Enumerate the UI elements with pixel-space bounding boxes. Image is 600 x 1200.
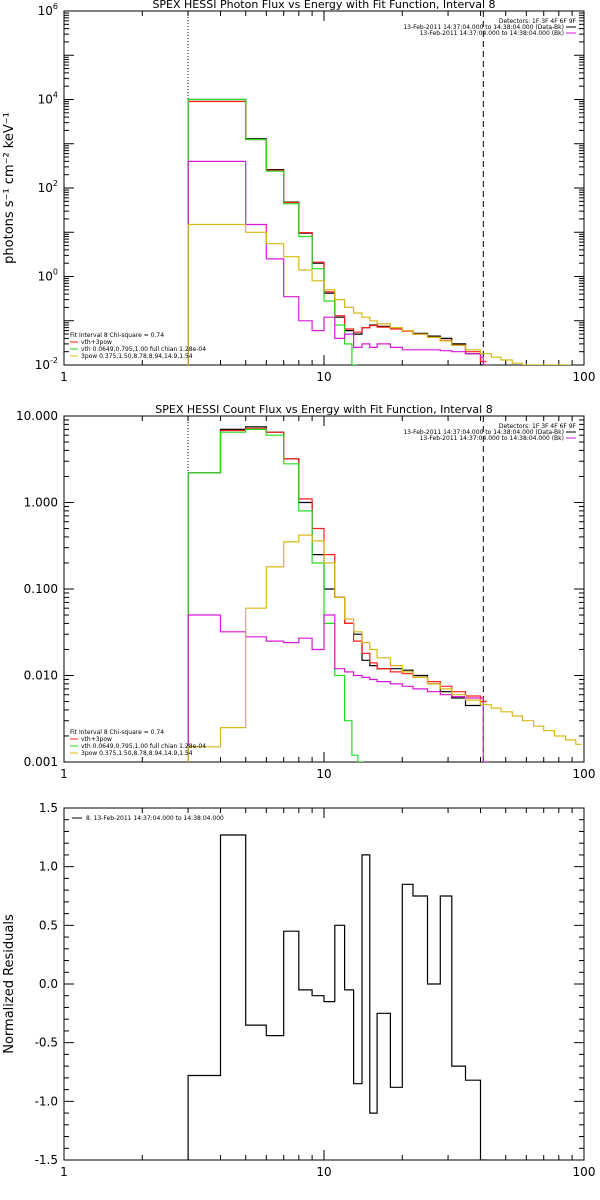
series-line-magenta	[187, 160, 490, 365]
y-tick-label: -1.5	[35, 1153, 58, 1167]
y-tick-label: 1.0	[39, 860, 58, 874]
legend-entry: Fit Interval 8 Chi-square = 0.74	[70, 729, 164, 736]
chart-panel-2: SPEX HESSI Count Flux vs Energy with Fit…	[16, 403, 595, 781]
y-tick-label: 1.000	[24, 496, 58, 510]
y-tick-label: 1.5	[39, 801, 58, 815]
series-line-yellow	[187, 534, 582, 762]
legend-entry: 13-Feb-2011 14:37:04.000 to 14:38:04.000…	[420, 435, 564, 442]
y-tick-label: -1.0	[35, 1094, 58, 1108]
y-tick-label: 0.001	[24, 755, 58, 769]
x-tick-label: 100	[573, 1165, 596, 1179]
y-tick-label: 0.100	[24, 582, 58, 596]
legend-entry: 13-Feb-2011 14:37:04.000 to 14:38:04.000…	[403, 24, 564, 31]
y-tick-label: 104	[38, 91, 58, 107]
x-tick-label: 100	[573, 767, 596, 781]
legend-entry: 13-Feb-2011 14:37:04.000 to 14:38:04.000…	[403, 429, 564, 436]
chart-panel-1: SPEX HESSI Photon Flux vs Energy with Fi…	[2, 0, 595, 384]
x-tick-label: 1	[60, 1165, 68, 1179]
y-axis-label: Normalized Residuals	[2, 914, 17, 1054]
x-tick-label: 10	[316, 767, 331, 781]
series-line-green	[187, 98, 358, 365]
series-line-magenta	[187, 614, 490, 762]
legend-entry: 3pow 0.375,1.50,8.78,8.94,14.9,1.54	[81, 353, 193, 360]
x-tick-label: 1	[60, 767, 68, 781]
x-tick-label: 100	[573, 370, 596, 384]
y-tick-label: 0.5	[39, 918, 58, 932]
legend-entry: vth+3pow	[81, 736, 112, 743]
series-line-green	[187, 428, 364, 762]
legend-entry: 8. 13-Feb-2011 14:37:04.000 to 14:38:04.…	[86, 815, 224, 822]
x-tick-label: 1	[60, 370, 68, 384]
series-line-yellow	[187, 223, 572, 365]
legend-entry: Detectors: 1F 3F 4F 6F 9F	[499, 423, 577, 430]
series-line-red	[187, 427, 487, 762]
legend-entry: Detectors: 1F 3F 4F 6F 9F	[499, 18, 577, 25]
x-tick-label: 10	[316, 370, 331, 384]
legend-entry: vth 0.0649,0.795,1.00 full chian 1.28e-0…	[81, 743, 206, 750]
series-line-black	[187, 426, 487, 762]
y-tick-label: 0.0	[39, 977, 58, 991]
series-line-black	[187, 834, 487, 1160]
legend-entry: vth 0.0649,0.795,1.00 full chian 1.28e-0…	[81, 346, 206, 353]
y-tick-label: -0.5	[35, 1036, 58, 1050]
chart-title: SPEX HESSI Photon Flux vs Energy with Fi…	[152, 0, 495, 11]
y-tick-label: 102	[38, 179, 58, 195]
y-tick-label: 106	[38, 2, 58, 18]
legend-entry: Fit Interval 8 Chi-square = 0.74	[70, 332, 164, 339]
plot-frame	[63, 10, 585, 366]
chart-panel-3: 1 10 100 -1.5 -1.0 -0.5 0.0 0.5 1.0 1.5 Normalized…	[2, 801, 595, 1179]
legend-entry: 3pow 0.375,1.50,8.78,8.94,14.9,1.54	[81, 750, 193, 757]
y-axis-label: photons s⁻¹ cm⁻² keV⁻¹	[2, 112, 17, 264]
legend-entry: 13-Feb-2011 14:37:04.000 to 14:38:04.000…	[420, 30, 564, 37]
y-tick-label: 100	[38, 268, 58, 284]
legend-entry: vth+3pow	[81, 339, 112, 346]
y-tick-label: 10-2	[35, 356, 58, 372]
chart-title: SPEX HESSI Count Flux vs Energy with Fit…	[155, 403, 492, 416]
plot-frame	[63, 807, 585, 1161]
y-tick-label: 10.000	[16, 409, 58, 423]
x-tick-label: 10	[316, 1165, 331, 1179]
y-tick-label: 0.010	[24, 669, 58, 683]
